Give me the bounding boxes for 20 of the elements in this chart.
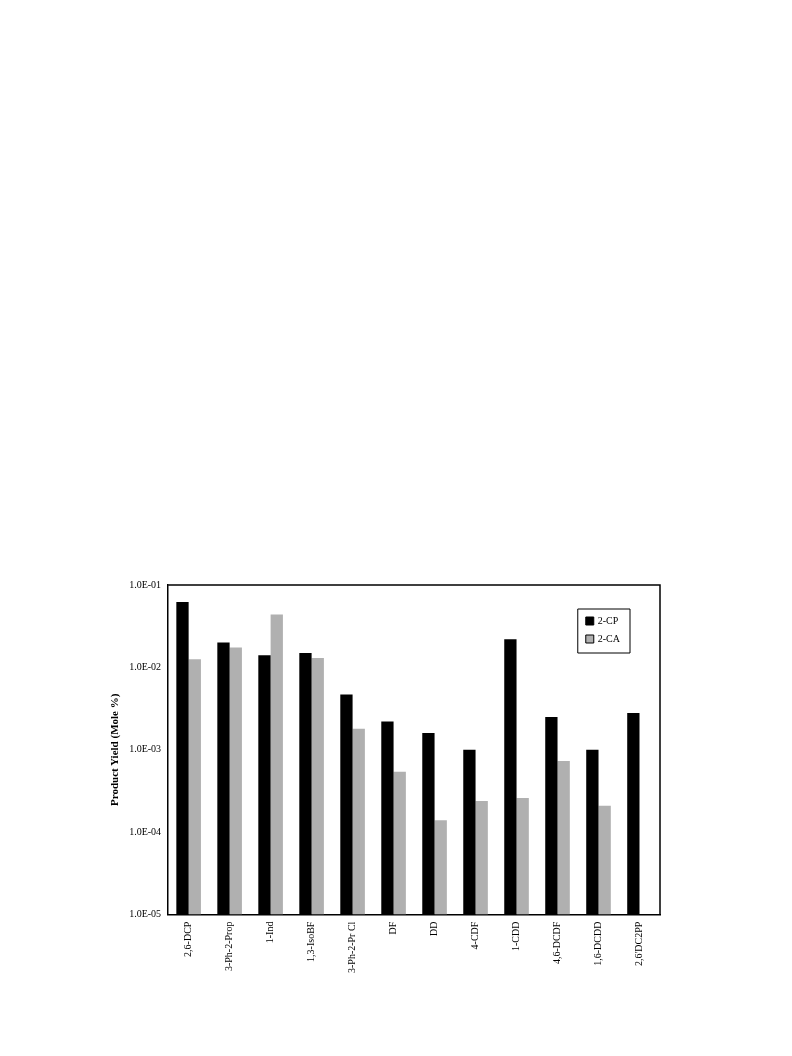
y-tick-label: 1.0E-02 bbox=[129, 661, 162, 673]
x-tick-label: 2,6-DCP bbox=[182, 921, 194, 957]
legend-label: 2-CP bbox=[597, 614, 619, 626]
y-tick-label: 1.0E-05 bbox=[129, 908, 162, 920]
x-tick-label: 1,6-DCDD bbox=[592, 921, 604, 966]
x-tick-label: 3-Ph-2-Pr Cl bbox=[346, 921, 358, 974]
x-tick-label: DD bbox=[428, 921, 440, 937]
x-tick-label: 4-CDF bbox=[469, 921, 481, 950]
x-tick-label: 1-Ind bbox=[264, 921, 276, 944]
x-tick-label: 3-Ph-2-Prop bbox=[223, 921, 235, 972]
legend-label: 2-CA bbox=[597, 632, 621, 644]
y-axis-title: Product Yield (Mole %) bbox=[108, 693, 122, 806]
x-tick-label: DF bbox=[387, 921, 399, 935]
y-tick-label: 1.0E-03 bbox=[129, 743, 162, 755]
x-tick-label: 4,6-DCDF bbox=[551, 921, 563, 965]
x-tick-label: 1-CDD bbox=[510, 921, 522, 952]
x-tick-label: 2,6'DC2PP bbox=[633, 921, 645, 966]
x-tick-label: 1,3-IsoBF bbox=[305, 921, 317, 962]
y-tick-label: 1.0E-01 bbox=[129, 578, 162, 590]
y-tick-label: 1.0E-04 bbox=[129, 825, 162, 837]
